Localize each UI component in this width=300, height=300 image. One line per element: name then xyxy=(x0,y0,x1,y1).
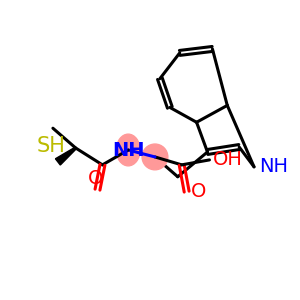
Text: SH: SH xyxy=(37,136,65,156)
Text: O: O xyxy=(190,182,206,201)
Ellipse shape xyxy=(116,134,140,166)
Polygon shape xyxy=(56,147,76,165)
Text: O: O xyxy=(88,169,103,188)
Text: NH: NH xyxy=(112,140,145,160)
Text: NH: NH xyxy=(259,157,288,176)
Text: OH: OH xyxy=(212,150,242,170)
Circle shape xyxy=(142,144,168,170)
